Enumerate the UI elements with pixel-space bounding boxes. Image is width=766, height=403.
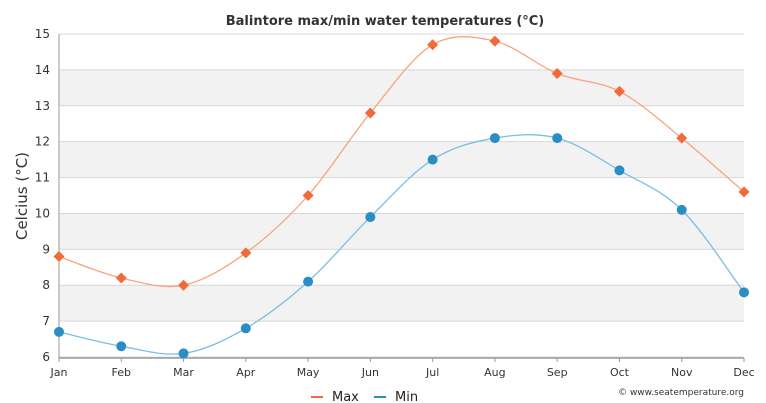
plot-band xyxy=(59,213,744,250)
max-point-oct[interactable] xyxy=(613,85,625,97)
min-point-sep[interactable] xyxy=(552,133,563,144)
x-tick-label: Jun xyxy=(361,366,379,379)
x-tick-labels: Jan Feb Mar Apr May Jun Jul Aug Sep Oct Nov Dec xyxy=(50,366,755,379)
min-point-dec[interactable] xyxy=(739,287,749,298)
max-point-sep[interactable] xyxy=(551,67,563,79)
y-tick-label: 9 xyxy=(42,242,50,256)
x-tick-label: Feb xyxy=(112,366,131,379)
y-tick-label: 7 xyxy=(42,314,50,328)
max-point-aug[interactable] xyxy=(489,35,501,47)
x-tick-label: May xyxy=(297,366,320,379)
y-tick-label: 11 xyxy=(35,171,50,185)
x-tick-label: Jan xyxy=(50,366,68,379)
min-point-aug[interactable] xyxy=(489,133,500,144)
x-tick-label: Mar xyxy=(173,366,194,379)
y-tick-label: 8 xyxy=(42,278,50,292)
axes xyxy=(58,34,745,362)
max-point-apr[interactable] xyxy=(240,247,252,259)
x-tick-label: Sep xyxy=(547,366,568,379)
plot-bands xyxy=(59,69,744,322)
min-point-apr[interactable] xyxy=(240,323,251,334)
min-point-mar[interactable] xyxy=(178,348,189,359)
x-tick-label: Apr xyxy=(236,366,256,379)
y-axis-label: Celcius (°C) xyxy=(13,152,31,240)
x-tick-label: Nov xyxy=(671,366,693,379)
max-point-dec[interactable] xyxy=(738,186,750,198)
y-tick-labels: 6 7 8 9 10 11 12 13 14 15 xyxy=(35,27,50,364)
max-point-mar[interactable] xyxy=(178,279,190,291)
max-point-may[interactable] xyxy=(302,190,314,201)
gridlines xyxy=(59,33,744,358)
plot-band xyxy=(59,141,744,178)
y-tick-label: 12 xyxy=(35,135,50,149)
series-markers xyxy=(53,35,750,359)
min-point-jul[interactable] xyxy=(427,154,438,165)
max-point-feb[interactable] xyxy=(115,272,127,284)
y-tick-label: 10 xyxy=(35,206,50,220)
y-tick-label: 15 xyxy=(35,27,50,41)
min-point-nov[interactable] xyxy=(676,204,687,215)
x-tick-label: Jul xyxy=(425,366,439,379)
max-point-jan[interactable] xyxy=(53,251,65,263)
min-point-may[interactable] xyxy=(303,276,314,287)
y-tick-label: 6 xyxy=(42,350,50,364)
min-point-jun[interactable] xyxy=(365,212,376,223)
max-point-jul[interactable] xyxy=(427,39,439,51)
max-point-jun[interactable] xyxy=(364,107,376,119)
credit-text: © www.seatemperature.org xyxy=(618,388,744,398)
chart-title: Balintore max/min water temperatures (°C… xyxy=(226,14,545,29)
max-point-nov[interactable] xyxy=(676,132,688,144)
y-tick-label: 14 xyxy=(35,63,50,77)
x-tick-label: Aug xyxy=(484,366,505,379)
min-point-oct[interactable] xyxy=(614,165,625,176)
min-point-feb[interactable] xyxy=(116,341,127,352)
legend: Max Min xyxy=(311,390,418,403)
x-tick-label: Dec xyxy=(733,366,754,379)
x-tick-label: Oct xyxy=(610,366,630,379)
y-tick-label: 13 xyxy=(35,99,50,113)
plot-band xyxy=(59,69,744,106)
legend-min-label[interactable]: Min xyxy=(395,390,418,403)
legend-max-label[interactable]: Max xyxy=(332,390,359,403)
min-point-jan[interactable] xyxy=(54,326,64,337)
plot-band xyxy=(59,285,744,322)
